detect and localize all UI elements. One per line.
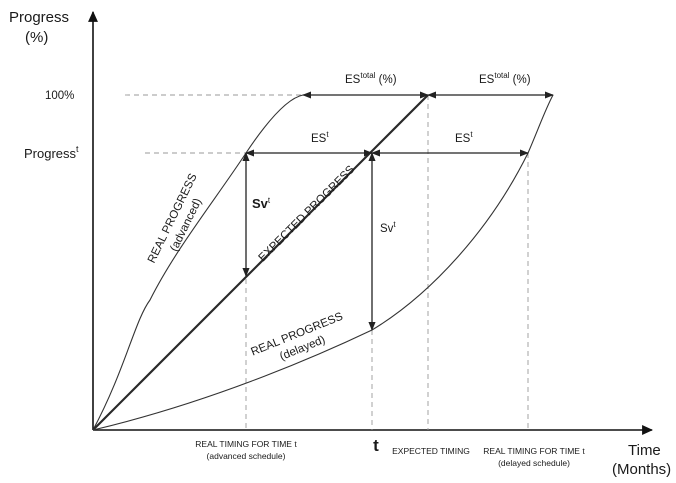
es-total-sup: total [494,71,509,80]
y-tick-progress-sup: t [76,144,79,154]
expected-progress-line [92,94,429,431]
es-t-label-left: ESt [311,130,329,145]
es-total-label-left: EStotal (%) [345,71,397,86]
x-axis-title-line2: (Months) [612,461,671,478]
sv-label-delayed: Svt [380,220,396,235]
curve-label-delayed: REAL PROGRESS (delayed) [249,311,345,363]
sv-label-advanced: Svt [252,196,271,211]
x-tick-delayed-line1: REAL TIMING FOR TIME t [483,446,585,456]
x-tick-advanced-line1: REAL TIMING FOR TIME t [195,439,297,449]
es-t-base: ES [455,133,471,145]
es-t-sup: t [470,130,473,139]
sv-sup: t [268,196,271,205]
y-tick-progress-t: Progresst [24,144,79,161]
es-total-sup: total [360,71,375,80]
es-total-unit: (%) [509,74,530,86]
x-axis-title-line1: Time [628,442,661,459]
es-total-base: ES [345,74,361,86]
curve-label-expected-text: EXPECTED PROGRESS [257,163,358,264]
es-t-sup: t [326,130,329,139]
x-tick-delayed-line2: (delayed schedule) [498,458,570,468]
curve-label-expected: EXPECTED PROGRESS [257,163,358,264]
y-tick-100-percent: 100% [45,90,74,102]
es-total-unit: (%) [375,74,396,86]
x-tick-expected: EXPECTED TIMING [392,446,470,456]
x-tick-advanced-line2: (advanced schedule) [207,451,286,461]
y-tick-progress-base: Progress [24,146,77,161]
x-tick-t: t [373,436,379,455]
es-t-base: ES [311,133,327,145]
sv-base: Sv [252,196,269,211]
sv-base: Sv [380,223,394,235]
es-total-label-right: EStotal (%) [479,71,531,86]
es-total-base: ES [479,74,495,86]
real-progress-delayed-curve [92,94,554,431]
curve-label-advanced: REAL PROGRESS (advanced) [146,172,204,266]
y-axis-title-line1: Progress [9,9,69,26]
es-t-label-right: ESt [455,130,473,145]
y-axis-title-line2: (%) [25,29,48,46]
real-progress-advanced-curve [92,94,304,431]
sv-sup: t [393,220,396,229]
